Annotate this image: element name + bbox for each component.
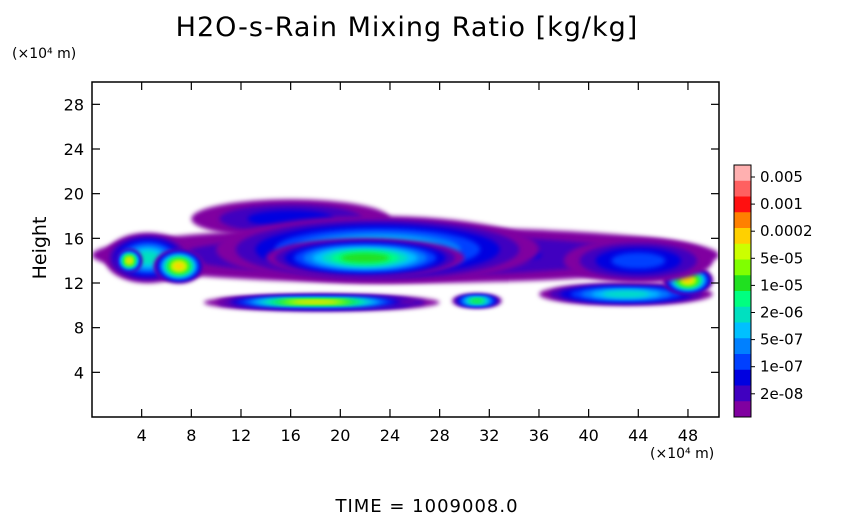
contour-level-blob (611, 252, 666, 269)
x-tick-label: 28 (429, 426, 449, 445)
y-tick-label: 20 (64, 185, 84, 204)
y-axis: 4 8 12 16 20 24 28 (64, 95, 719, 382)
y-tick-label: 24 (64, 140, 84, 159)
x-tick-label: 8 (186, 426, 196, 445)
y-tick-label: 8 (74, 319, 84, 338)
colorbar-swatch (734, 212, 751, 229)
colorbar-swatch (734, 385, 751, 402)
x-tick-label: 12 (231, 426, 251, 445)
colorbar-frame (733, 164, 752, 418)
colorbar-swatch (734, 196, 751, 213)
chart-title: H2O-s-Rain Mixing Ratio [kg/kg] (175, 12, 639, 43)
x-axis: 4 8 12 16 20 24 28 32 36 40 44 48 (137, 82, 698, 445)
contour-level-blob (470, 299, 483, 303)
x-tick-label: 32 (479, 426, 499, 445)
x-tick-label: 44 (628, 426, 648, 445)
contour-field (92, 199, 719, 311)
x-tick-label: 40 (578, 426, 598, 445)
y-tick-label: 4 (74, 363, 84, 382)
x-tick-label: 16 (280, 426, 300, 445)
x-tick-label: 36 (529, 426, 549, 445)
x-axis-unit: (×10⁴ m) (650, 446, 715, 462)
colorbar-label: 1e-07 (760, 358, 803, 376)
colorbar-swatch (734, 243, 751, 260)
colorbar-label: 2e-06 (760, 304, 803, 322)
y-axis-unit: (×10⁴ m) (12, 46, 77, 62)
x-tick-label: 20 (330, 426, 350, 445)
colorbar-label: 2e-08 (760, 385, 803, 403)
contour-level-blob (136, 251, 160, 265)
colorbar-swatch (734, 306, 751, 323)
colorbar-swatch (734, 180, 751, 197)
x-tick-label: 4 (137, 426, 147, 445)
colorbar-swatch (734, 165, 751, 182)
colorbar-swatch (734, 259, 751, 276)
colorbar-swatch (734, 291, 751, 308)
contour-level-blob (682, 277, 694, 284)
colorbar-label: 5e-07 (760, 331, 803, 349)
plot-frame (91, 81, 720, 418)
colorbar-label: 0.001 (760, 195, 803, 213)
y-tick-label: 12 (64, 274, 84, 293)
colorbar-swatch (734, 338, 751, 355)
colorbar-label: 1e-05 (760, 276, 803, 294)
colorbar-label: 0.0002 (760, 222, 813, 240)
time-label: TIME = 1009008.0 (335, 496, 519, 517)
y-tick-label: 16 (64, 229, 84, 248)
colorbar-swatch (734, 228, 751, 245)
contour-level-blob (293, 300, 338, 304)
y-tick-label: 28 (64, 95, 84, 114)
colorbar: 0.005 0.001 0.0002 5e-05 1e-05 2e-06 5e-07 1e-0… (733, 164, 813, 418)
colorbar-label: 5e-05 (760, 249, 803, 267)
x-tick-label: 24 (380, 426, 400, 445)
colorbar-label: 0.005 (760, 168, 803, 186)
contour-level-blob (602, 291, 650, 298)
contour-level-blob (340, 253, 390, 263)
contour-level-blob (126, 258, 132, 264)
colorbar-swatch (734, 322, 751, 339)
colorbar-swatch (734, 354, 751, 371)
colorbar-swatch (734, 401, 751, 418)
colorbar-swatch (734, 275, 751, 292)
x-tick-label: 48 (678, 426, 698, 445)
contour-level-blob (173, 262, 185, 270)
colorbar-swatch (734, 369, 751, 386)
